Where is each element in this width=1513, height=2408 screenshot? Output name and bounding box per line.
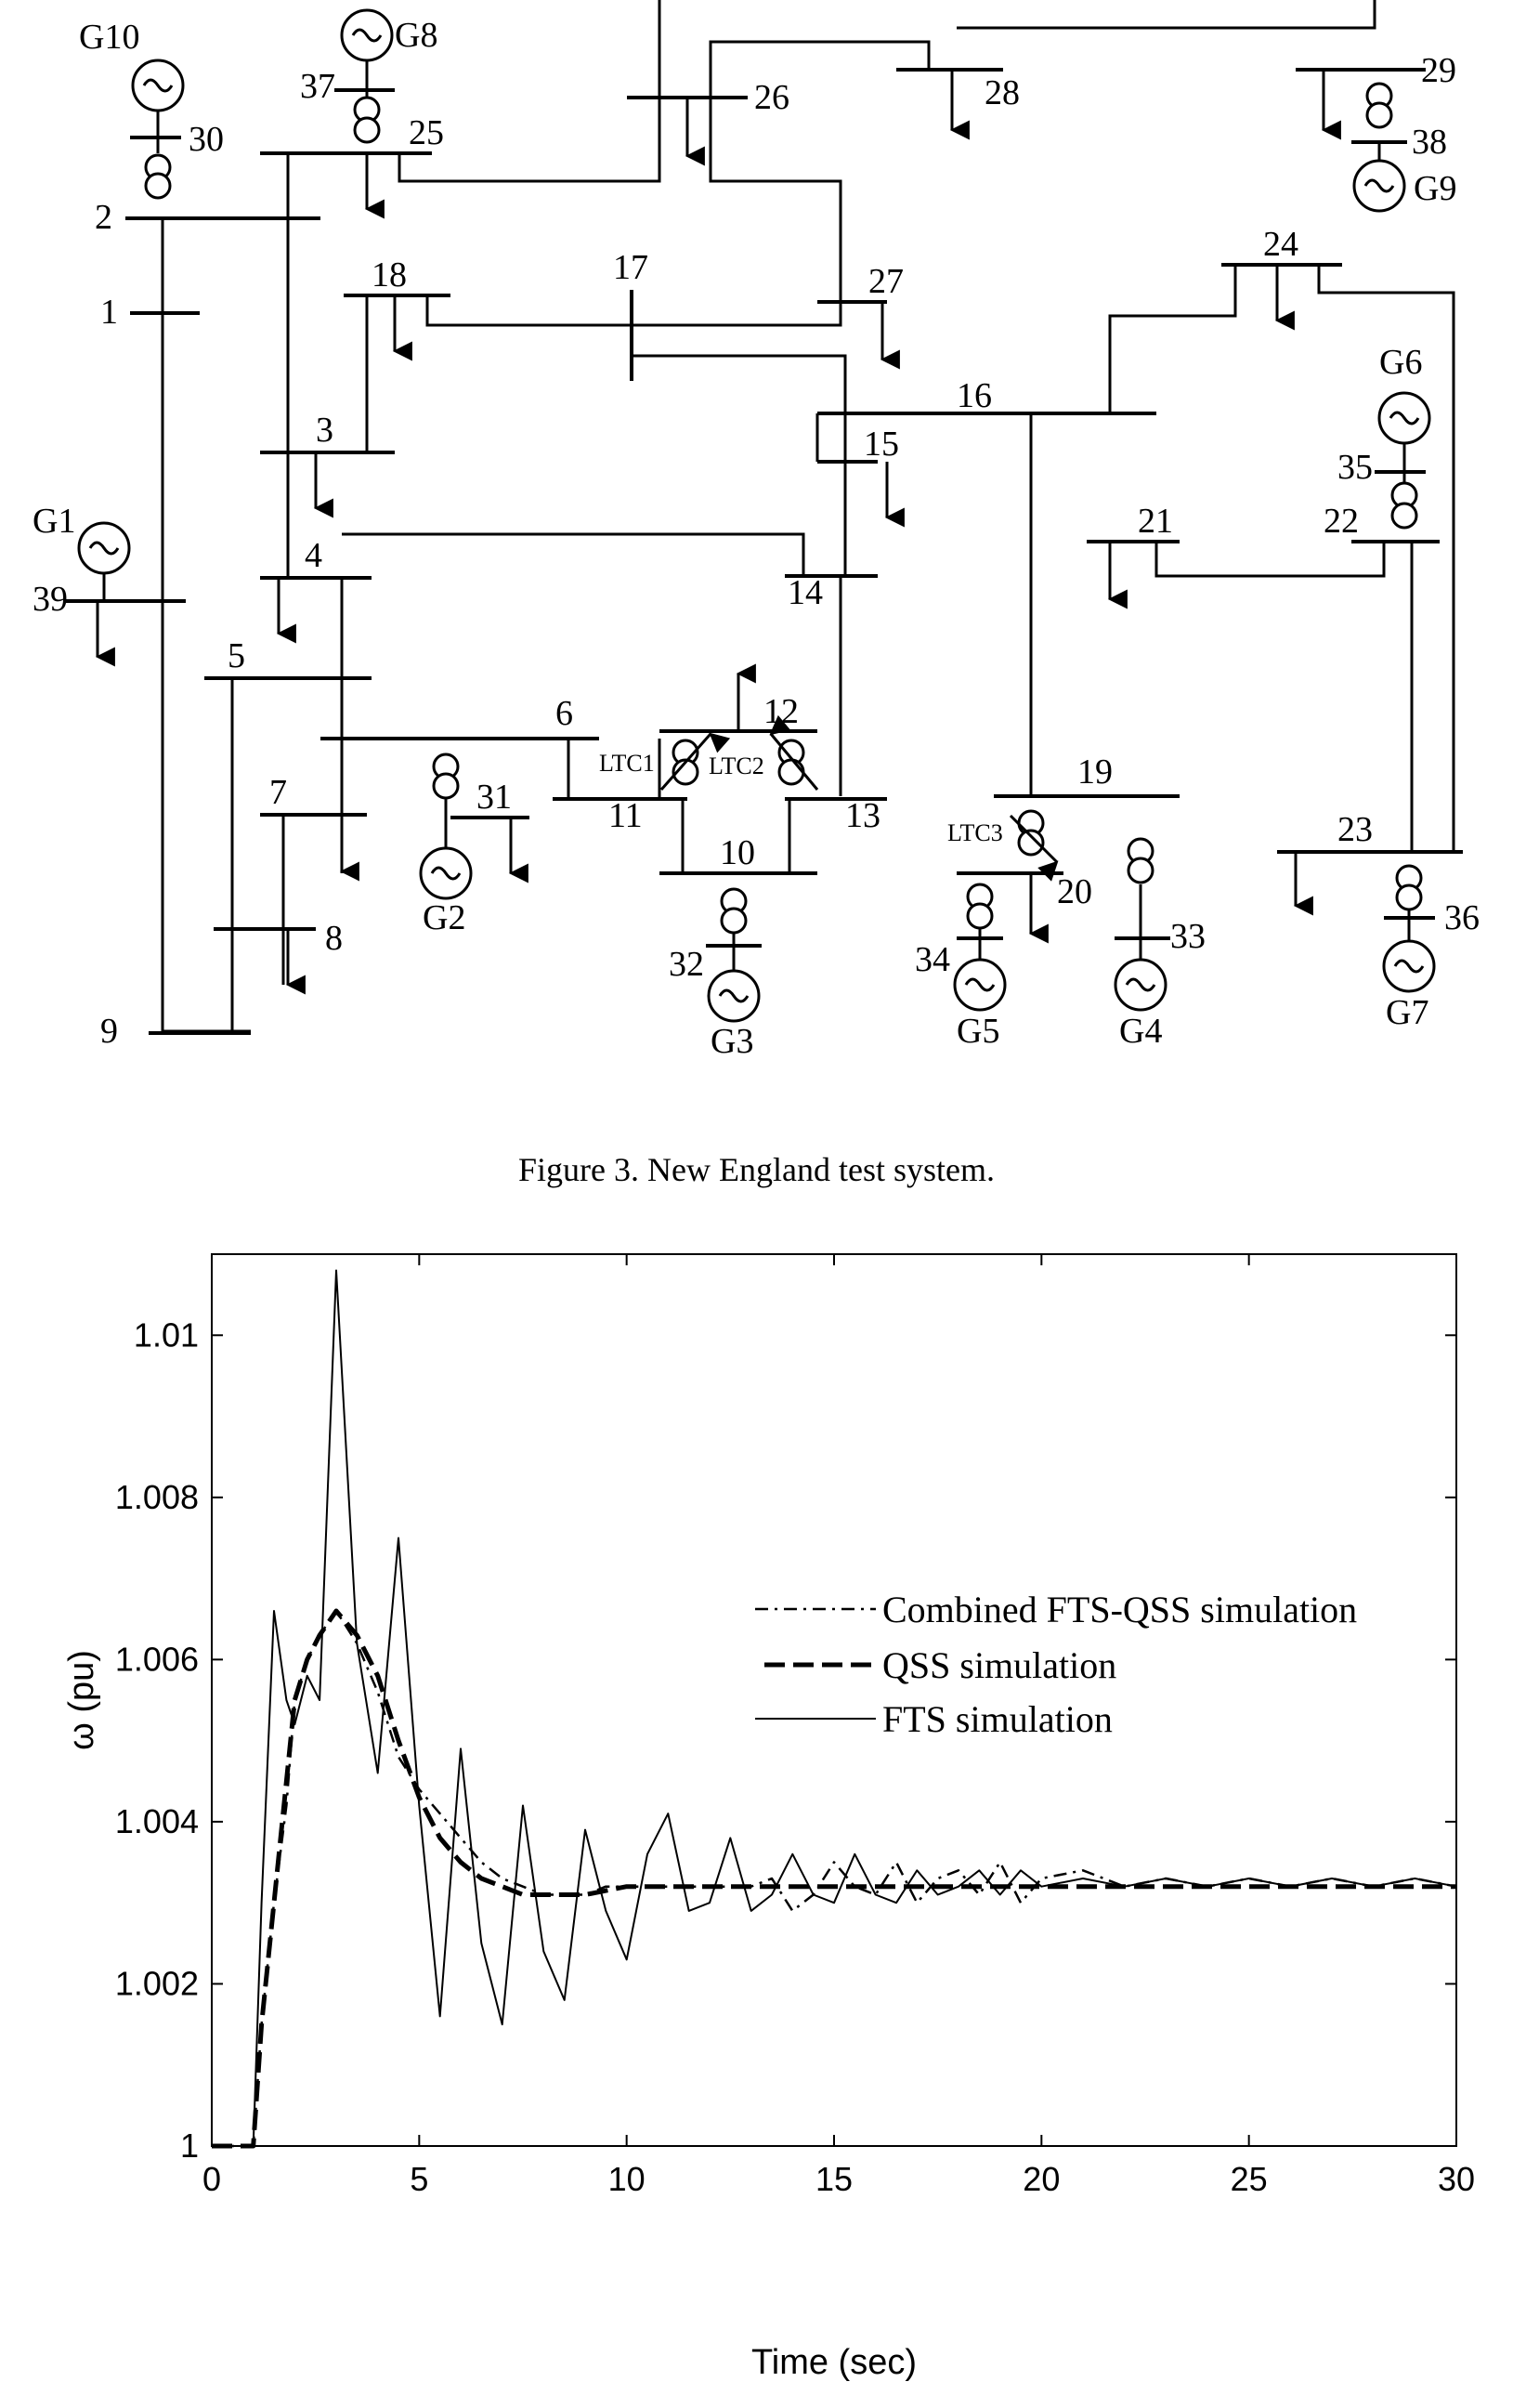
ltc-label: LTC3 xyxy=(947,819,1003,846)
legend-label-fts: FTS simulation xyxy=(882,1698,1113,1740)
bus-label: 1 xyxy=(100,293,118,332)
bus-bars xyxy=(65,68,1463,1035)
x-tick-label: 10 xyxy=(608,2160,646,2198)
bus-label: 3 xyxy=(316,411,333,450)
bus-label: 6 xyxy=(555,694,573,733)
bus-label: 39 xyxy=(33,580,68,619)
series-layer xyxy=(212,1269,1457,2149)
generator-label: G7 xyxy=(1386,993,1428,1032)
bus-label: 8 xyxy=(325,919,343,958)
generator-label: G8 xyxy=(395,16,437,55)
y-tick-label: 1.008 xyxy=(115,1478,199,1516)
bus-label: 28 xyxy=(985,73,1020,112)
bus-label: 29 xyxy=(1421,51,1456,90)
bus-label: 26 xyxy=(754,78,789,117)
generator-labels: G1 G2 G3 G4 G5 G6 G7 G8 G9 G10 xyxy=(33,16,1456,1061)
generator-label: G1 xyxy=(33,502,75,541)
bus-label: 7 xyxy=(269,773,287,812)
bus-label: 32 xyxy=(669,945,704,984)
bus-label: 30 xyxy=(189,120,224,159)
new-england-one-line-diagram: 1 2 3 4 5 6 7 8 9 10 11 12 13 14 15 16 1… xyxy=(33,0,1480,1061)
legend: Combined FTS-QSS simulation QSS simulati… xyxy=(755,1589,1357,1740)
load-arrows xyxy=(95,70,1341,995)
bus-label: 10 xyxy=(720,833,755,872)
y-tick-label: 1.01 xyxy=(134,1315,199,1354)
transformers xyxy=(144,82,1423,935)
bus-label: 22 xyxy=(1324,502,1359,541)
y-tick-label: 1.002 xyxy=(115,1964,199,2002)
plot-area xyxy=(211,1253,1457,2147)
bus-label: 14 xyxy=(788,573,823,612)
bus-label: 16 xyxy=(957,376,992,415)
generator-label: G4 xyxy=(1119,1012,1162,1051)
generator-label: G10 xyxy=(79,18,139,57)
y-tick-label: 1.004 xyxy=(115,1802,199,1840)
generator-label: G5 xyxy=(957,1012,999,1051)
bus-label: 21 xyxy=(1138,502,1173,541)
ltc-label: LTC1 xyxy=(599,750,655,777)
y-axis-label: ω (pu) xyxy=(62,1650,101,1750)
bus-label: 12 xyxy=(763,692,799,731)
ltc-label: LTC2 xyxy=(709,752,764,779)
bus-label: 27 xyxy=(868,262,904,301)
series-line-dash-dot xyxy=(212,1609,1457,2148)
bus-label: 5 xyxy=(228,636,245,675)
bus-label: 24 xyxy=(1263,225,1298,264)
generators xyxy=(77,8,1436,1023)
y-axis-ticks: 1 1.002 1.004 1.006 1.008 1.01 xyxy=(115,1315,1456,2165)
bus-label: 25 xyxy=(409,113,444,152)
legend-label-combined: Combined FTS-QSS simulation xyxy=(882,1589,1357,1630)
bus-label: 19 xyxy=(1077,752,1113,792)
bus-label: 35 xyxy=(1337,448,1373,487)
bus-label: 9 xyxy=(100,1012,118,1051)
series-line-solid xyxy=(212,1269,1457,2147)
x-tick-label: 0 xyxy=(202,2160,221,2198)
bus-label: 18 xyxy=(372,255,407,294)
y-tick-label: 1.006 xyxy=(115,1640,199,1678)
bus-label: 15 xyxy=(864,425,899,464)
bus-label: 31 xyxy=(476,778,512,817)
ltc-arrows xyxy=(659,714,1059,882)
generator-label: G3 xyxy=(711,1022,753,1061)
legend-label-qss: QSS simulation xyxy=(882,1644,1116,1686)
x-tick-label: 25 xyxy=(1231,2160,1268,2198)
x-tick-label: 30 xyxy=(1438,2160,1475,2198)
x-tick-label: 5 xyxy=(410,2160,428,2198)
bus-label: 36 xyxy=(1444,898,1480,937)
x-axis-label: Time (sec) xyxy=(751,2343,917,2382)
bus-label: 34 xyxy=(915,940,950,979)
bus-label: 4 xyxy=(305,536,322,575)
bus-label: 17 xyxy=(613,248,648,287)
bus-label: 33 xyxy=(1170,917,1206,956)
bus-label: 20 xyxy=(1057,872,1092,911)
bus-number-labels: 1 2 3 4 5 6 7 8 9 10 11 12 13 14 15 16 1… xyxy=(33,51,1480,1051)
series-line-dashed xyxy=(212,1608,1456,2149)
bus-label: 13 xyxy=(845,796,880,835)
bus-label: 38 xyxy=(1412,123,1447,162)
x-tick-label: 20 xyxy=(1023,2160,1060,2198)
x-axis-ticks: 0 5 10 15 20 25 30 xyxy=(202,1254,1475,2198)
figure-caption: Figure 3. New England test system. xyxy=(518,1151,995,1188)
generator-label: G9 xyxy=(1414,169,1456,208)
x-tick-label: 15 xyxy=(815,2160,853,2198)
frequency-response-chart: 0 5 10 15 20 25 30 1 1.002 1.004 1.006 1.008 1.01 T… xyxy=(62,1253,1475,2382)
transmission-lines xyxy=(161,0,1455,1033)
ltc-labels: LTC1 LTC2 LTC3 xyxy=(599,750,1003,846)
generator-label: G6 xyxy=(1379,343,1422,382)
generator-label: G2 xyxy=(423,898,465,937)
y-tick-label: 1 xyxy=(180,2127,199,2165)
bus-label: 37 xyxy=(300,67,335,106)
bus-label: 2 xyxy=(95,198,112,237)
bus-label: 23 xyxy=(1337,810,1373,849)
bus-label: 11 xyxy=(608,796,643,835)
